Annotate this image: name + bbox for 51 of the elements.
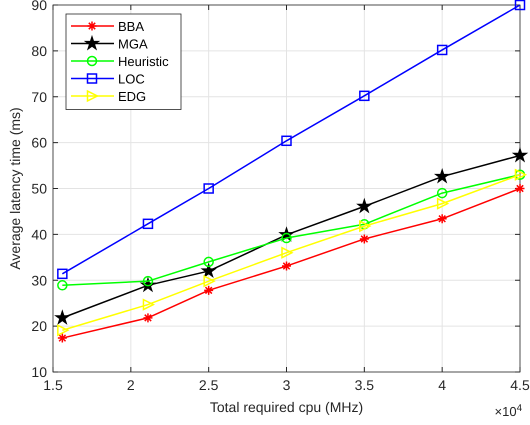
- legend-label: LOC: [118, 72, 145, 86]
- y-axis-title: Average latency time (ms): [7, 107, 23, 270]
- text: ×10$^{4}$: [494, 402, 523, 419]
- x-tick-label: 2: [126, 377, 135, 393]
- x-tick-label: 1.5: [43, 377, 63, 393]
- y-tick-label: 40: [31, 226, 48, 242]
- point: [55, 310, 70, 324]
- point: [436, 188, 448, 198]
- y-tick-label: 10: [31, 364, 48, 380]
- point: [203, 256, 214, 268]
- x-tick-label: 4: [438, 377, 446, 393]
- x-tick-label: 4.5: [510, 377, 530, 393]
- point: [359, 234, 370, 244]
- x-axis-title: Total required cpu (MHz): [210, 399, 364, 415]
- point: [57, 268, 68, 280]
- point: [203, 275, 215, 287]
- point: [435, 169, 450, 183]
- point: [281, 247, 293, 258]
- legend-label: EDG: [118, 89, 146, 104]
- point: [57, 324, 68, 336]
- point: [281, 136, 292, 146]
- legend-label: MGA: [118, 36, 148, 52]
- y-tick-label: 50: [31, 180, 48, 196]
- point: [57, 332, 68, 344]
- y-tick-label: 60: [31, 134, 48, 151]
- x-tick-label: 2.5: [198, 377, 219, 393]
- point: [142, 312, 154, 324]
- y-tick-label: 90: [31, 0, 48, 13]
- point: [203, 183, 214, 194]
- point: [436, 214, 448, 224]
- point: [514, 0, 526, 10]
- y-tick-label: 30: [31, 272, 48, 288]
- point: [436, 44, 448, 56]
- point: [359, 90, 370, 102]
- x-tick-label: 3: [282, 377, 291, 393]
- point: [514, 183, 526, 194]
- legend-label: BBA: [118, 19, 144, 34]
- legend-label: Heuristic: [118, 54, 170, 69]
- point: [57, 280, 68, 291]
- point: [203, 285, 214, 296]
- x-tick-label: 3.5: [354, 377, 374, 393]
- point: [281, 260, 292, 272]
- point: [142, 298, 154, 310]
- y-tick-label: 70: [31, 88, 48, 105]
- y-tick-label: 20: [31, 318, 48, 334]
- point: [512, 148, 528, 162]
- point: [142, 218, 154, 230]
- y-tick-label: 80: [31, 42, 48, 59]
- point: [436, 198, 448, 210]
- point: [357, 198, 372, 213]
- point: [202, 264, 216, 278]
